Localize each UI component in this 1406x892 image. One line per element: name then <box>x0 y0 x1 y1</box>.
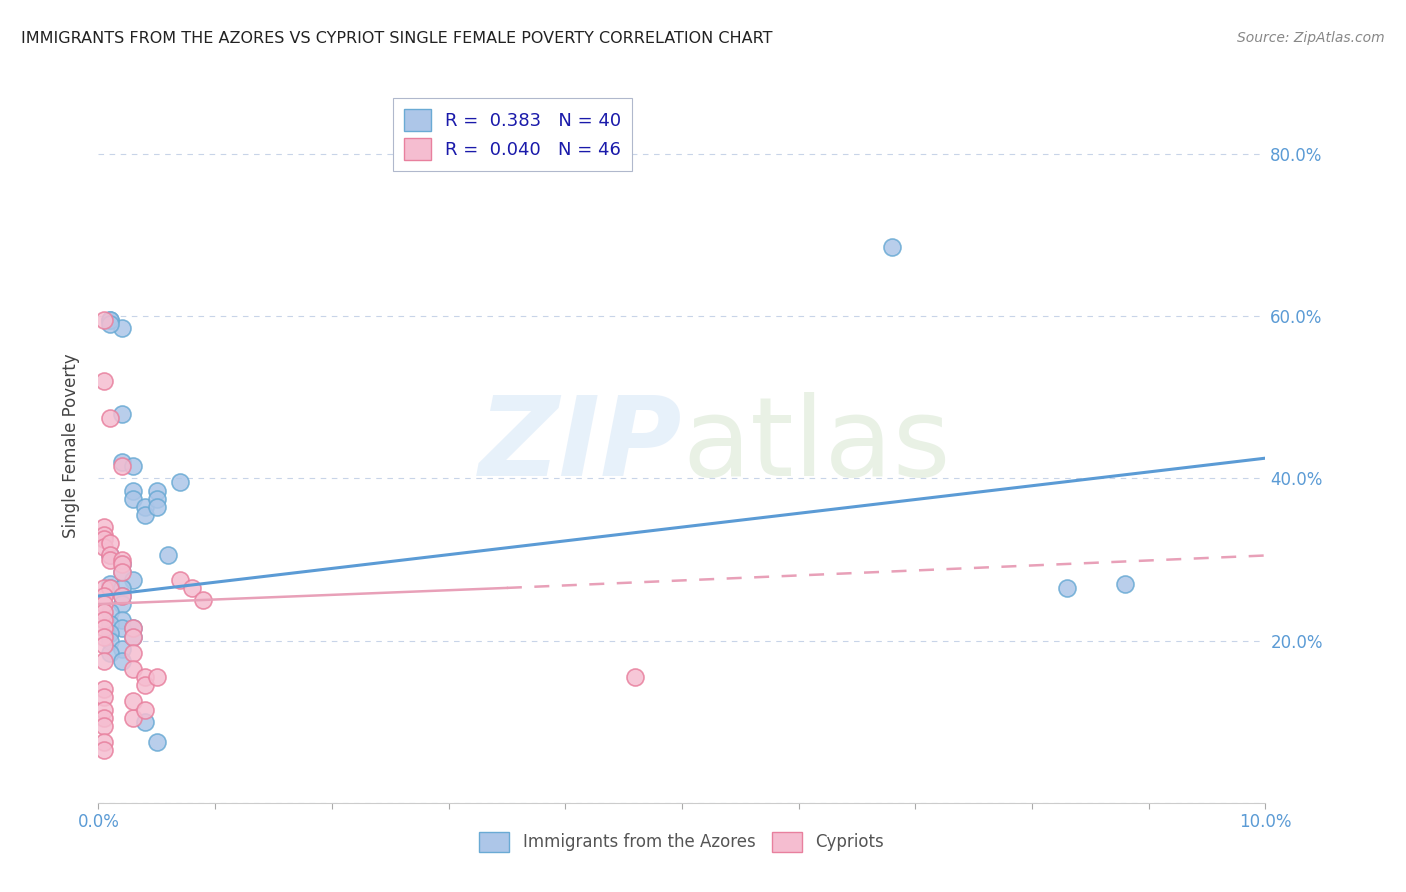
Point <box>111 557 134 571</box>
Y-axis label: Single Female Poverty: Single Female Poverty <box>62 354 80 538</box>
Point <box>93 520 115 534</box>
Point <box>93 638 115 652</box>
Point <box>98 646 121 660</box>
Point <box>111 654 134 668</box>
Text: ZIP: ZIP <box>478 392 682 500</box>
Point <box>169 573 191 587</box>
Point <box>111 589 134 603</box>
Point <box>93 313 115 327</box>
Point <box>98 625 121 640</box>
Point <box>93 743 115 757</box>
Legend: Immigrants from the Azores, Cypriots: Immigrants from the Azores, Cypriots <box>472 825 891 859</box>
Point <box>122 622 145 636</box>
Point <box>111 589 134 603</box>
Point <box>93 589 115 603</box>
Point <box>122 630 145 644</box>
Point <box>122 573 145 587</box>
Point <box>146 491 169 506</box>
Point <box>157 549 180 563</box>
Point <box>98 313 121 327</box>
Point <box>93 374 115 388</box>
Point <box>146 500 169 514</box>
Point <box>122 711 145 725</box>
Point <box>93 597 115 611</box>
Point <box>98 617 121 632</box>
Point <box>111 552 134 566</box>
Point <box>193 593 215 607</box>
Point <box>98 410 121 425</box>
Point <box>134 670 156 684</box>
Point <box>98 552 121 566</box>
Point <box>98 536 121 550</box>
Point <box>122 646 145 660</box>
Point <box>134 508 156 522</box>
Point <box>93 690 115 705</box>
Point <box>93 533 115 547</box>
Point <box>624 670 647 684</box>
Point <box>111 565 134 579</box>
Point <box>98 549 121 563</box>
Point <box>98 577 121 591</box>
Text: atlas: atlas <box>682 392 950 500</box>
Point <box>134 678 156 692</box>
Point <box>98 318 121 332</box>
Point <box>111 641 134 656</box>
Point <box>93 581 115 595</box>
Point <box>93 702 115 716</box>
Point <box>93 630 115 644</box>
Point <box>880 240 903 254</box>
Point <box>111 455 134 469</box>
Point <box>98 633 121 648</box>
Point <box>134 500 156 514</box>
Point <box>122 694 145 708</box>
Point <box>180 581 202 595</box>
Point <box>146 735 169 749</box>
Point <box>93 654 115 668</box>
Point <box>93 719 115 733</box>
Point <box>111 459 134 474</box>
Point <box>122 491 145 506</box>
Point <box>93 528 115 542</box>
Point <box>122 483 145 498</box>
Point <box>98 581 121 595</box>
Point <box>111 597 134 611</box>
Point <box>134 702 156 716</box>
Point <box>111 557 134 571</box>
Point <box>111 321 134 335</box>
Point <box>98 581 121 595</box>
Point <box>146 483 169 498</box>
Point <box>98 313 121 327</box>
Point <box>93 541 115 555</box>
Point <box>1114 577 1136 591</box>
Point <box>111 613 134 627</box>
Point <box>122 662 145 676</box>
Point <box>146 670 169 684</box>
Point <box>93 605 115 619</box>
Point <box>111 622 134 636</box>
Text: Source: ZipAtlas.com: Source: ZipAtlas.com <box>1237 31 1385 45</box>
Point <box>93 622 115 636</box>
Point <box>111 407 134 421</box>
Point <box>169 475 191 490</box>
Point <box>93 735 115 749</box>
Point <box>122 622 145 636</box>
Point <box>134 714 156 729</box>
Point <box>98 605 121 619</box>
Text: IMMIGRANTS FROM THE AZORES VS CYPRIOT SINGLE FEMALE POVERTY CORRELATION CHART: IMMIGRANTS FROM THE AZORES VS CYPRIOT SI… <box>21 31 772 46</box>
Point <box>122 459 145 474</box>
Point <box>1056 581 1078 595</box>
Point <box>93 711 115 725</box>
Point <box>122 630 145 644</box>
Point <box>93 613 115 627</box>
Point <box>93 682 115 697</box>
Point <box>111 565 134 579</box>
Point <box>98 549 121 563</box>
Point <box>111 581 134 595</box>
